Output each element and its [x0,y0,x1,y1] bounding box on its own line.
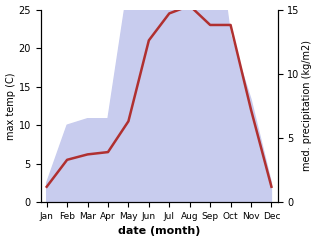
X-axis label: date (month): date (month) [118,227,200,236]
Y-axis label: max temp (C): max temp (C) [5,72,16,140]
Y-axis label: med. precipitation (kg/m2): med. precipitation (kg/m2) [302,40,313,171]
